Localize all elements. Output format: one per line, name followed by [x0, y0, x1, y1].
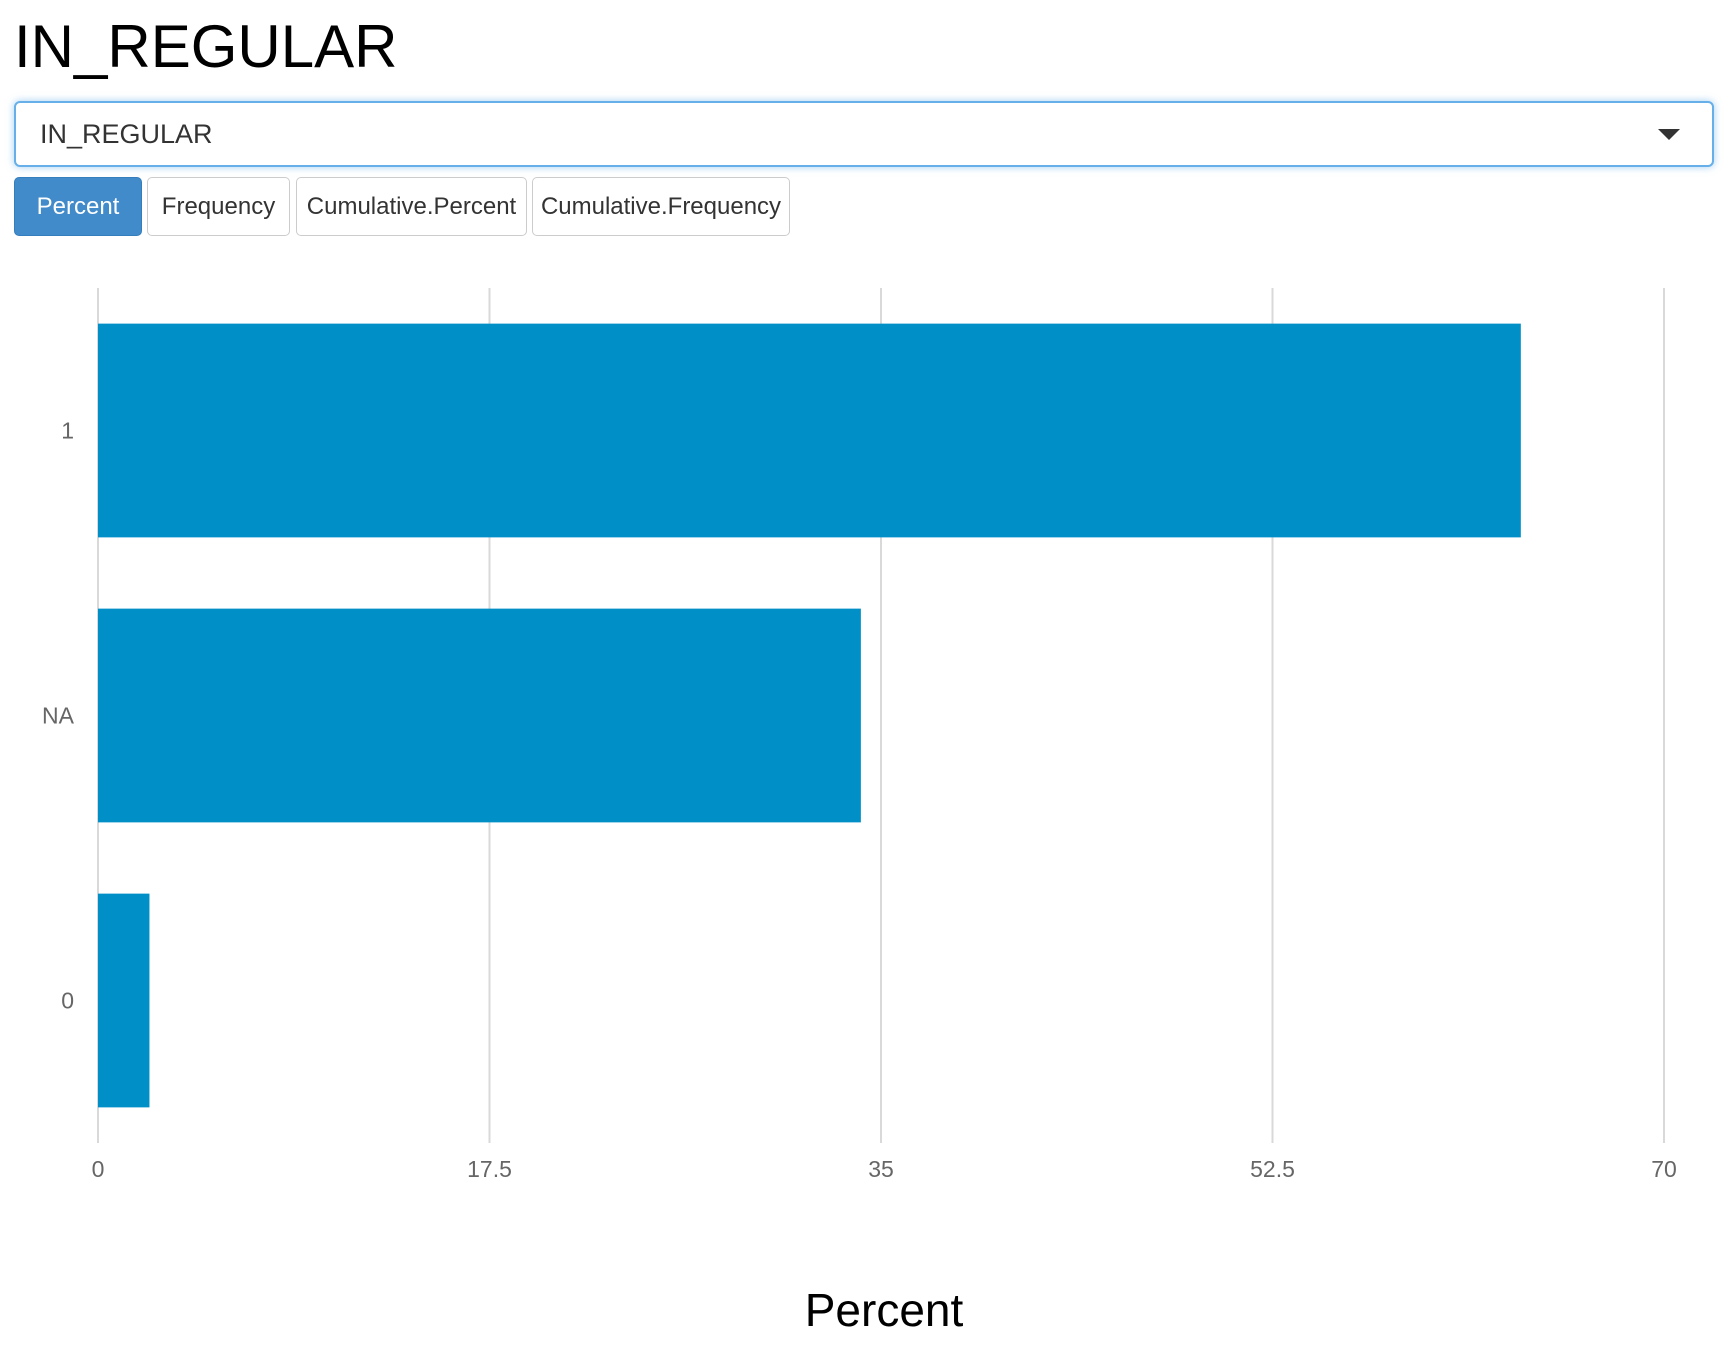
x-axis-title: Percent	[805, 1284, 964, 1336]
x-tick-label: 35	[868, 1156, 894, 1182]
cumulative-frequency-button[interactable]: Cumulative.Frequency	[532, 177, 790, 236]
chevron-down-icon[interactable]	[1658, 129, 1680, 140]
page-title: IN_REGULAR	[14, 13, 398, 80]
x-tick-label: 17.5	[467, 1156, 512, 1182]
percent-button[interactable]: Percent	[14, 177, 142, 236]
frequency-button[interactable]: Frequency	[147, 177, 290, 236]
bar-0[interactable]	[98, 893, 150, 1108]
x-tick-label: 0	[92, 1156, 105, 1182]
y-tick-label: 0	[61, 988, 74, 1014]
x-tick-label: 52.5	[1250, 1156, 1295, 1182]
variable-select-value: IN_REGULAR	[40, 119, 213, 149]
y-tick-label: NA	[42, 703, 75, 729]
y-tick-label: 1	[61, 418, 74, 444]
x-tick-label: 70	[1651, 1156, 1677, 1182]
bar-NA[interactable]	[98, 608, 861, 823]
bar-1[interactable]	[98, 323, 1521, 538]
variable-select[interactable]: IN_REGULAR	[14, 101, 1714, 167]
cumulative-percent-button[interactable]: Cumulative.Percent	[296, 177, 527, 236]
